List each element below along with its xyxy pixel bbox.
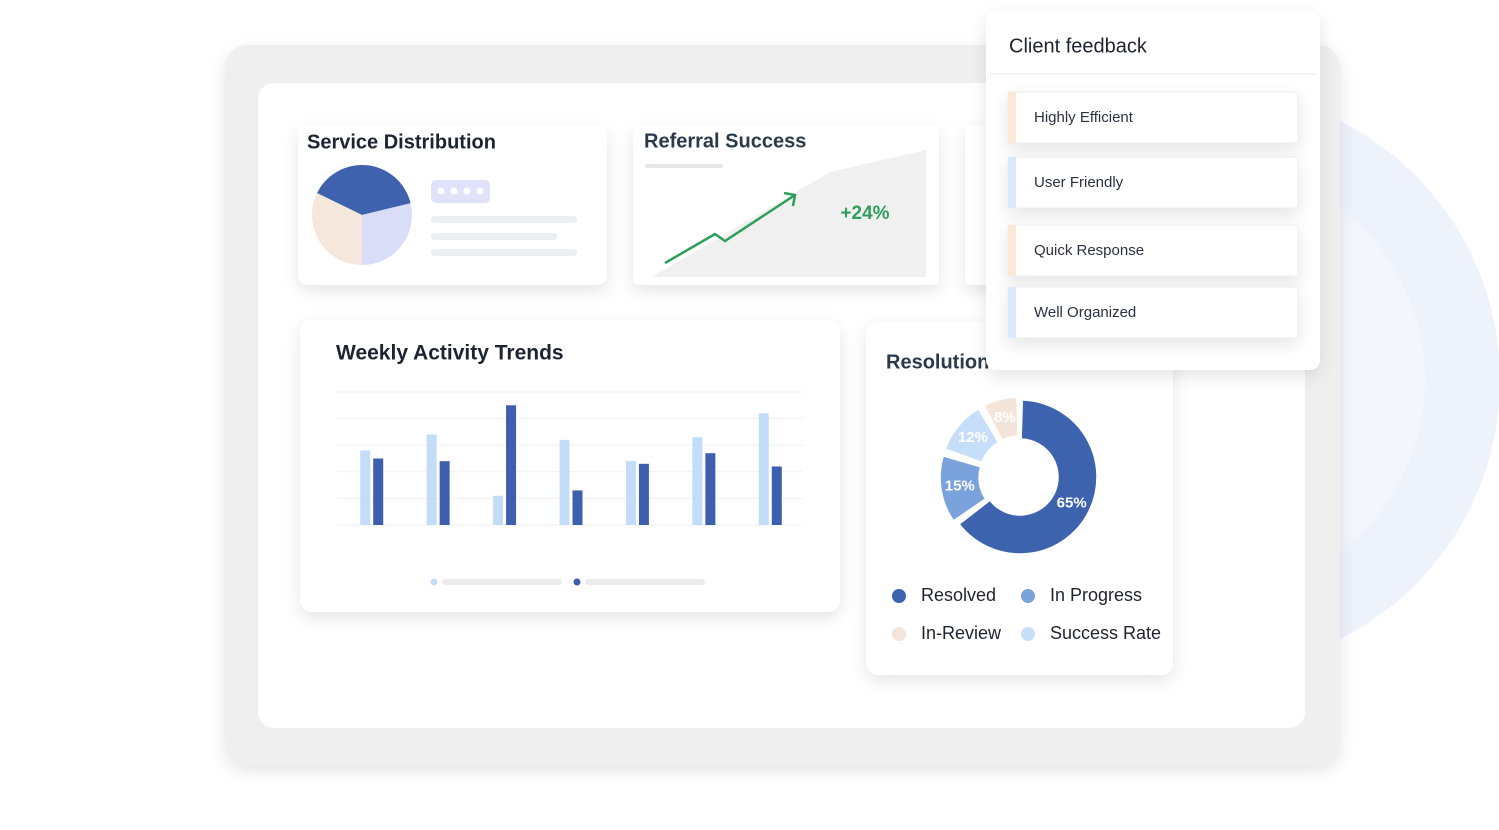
bar (439, 461, 450, 525)
bar (625, 461, 636, 525)
bar (771, 466, 782, 525)
bar (572, 490, 583, 525)
line (664, 193, 796, 265)
slider-dot (573, 578, 581, 586)
bar (692, 437, 703, 525)
legend-label: In-Review (921, 623, 1002, 643)
card (866, 322, 1173, 675)
donut-slice (939, 454, 987, 522)
placeholder-line (431, 216, 577, 223)
bar (493, 495, 504, 525)
chart-title: Service Distribution (307, 131, 496, 153)
feedback-label: Quick Response (1034, 242, 1144, 259)
area-decor (652, 150, 926, 277)
dot (450, 187, 458, 195)
slider-dot (430, 578, 438, 586)
data-label: 12% (958, 429, 988, 446)
feedback-label: Well Organized (1034, 304, 1136, 321)
bar (638, 463, 649, 525)
legend-marker (1021, 589, 1035, 603)
feedback-label: User Friendly (1034, 174, 1124, 191)
slider-track (442, 579, 562, 585)
placeholder-chip (431, 180, 490, 203)
legend-label: In Progress (1050, 585, 1142, 605)
dot (437, 187, 445, 195)
legend-marker (892, 627, 906, 641)
slider-track (585, 579, 705, 585)
feedback-accent (1008, 157, 1016, 208)
legend-marker (892, 589, 906, 603)
bar (360, 450, 371, 525)
chart-title: Weekly Activity Trends (336, 342, 564, 365)
donut-slice (944, 407, 1000, 464)
placeholder-line (431, 249, 577, 256)
pie-slice (311, 193, 362, 265)
pie-slice (317, 165, 411, 215)
chart-title: Referral Success (644, 130, 806, 152)
pie-slice (361, 203, 412, 265)
feedback-accent (1008, 287, 1016, 338)
placeholder-line (645, 164, 723, 168)
card-title: Client feedback (1009, 35, 1148, 57)
dot (476, 187, 484, 195)
donut-slice (983, 396, 1019, 442)
chart-title: Resolution (886, 351, 989, 373)
feedback-accent (1008, 92, 1016, 143)
bar (426, 434, 437, 525)
legend-marker (1021, 627, 1035, 641)
feedback-label: Highly Efficient (1034, 109, 1134, 126)
placeholder-line (431, 233, 557, 240)
feedback-accent (1008, 225, 1016, 276)
arrow-head (783, 191, 797, 207)
annotation: +24% (840, 203, 889, 224)
bar (559, 439, 570, 525)
data-label: 65% (1057, 494, 1087, 511)
card (300, 320, 840, 612)
data-label: 15% (945, 478, 975, 495)
bar (506, 405, 517, 525)
bar (758, 413, 769, 525)
bar (705, 453, 716, 525)
donut-slice (958, 399, 1098, 555)
charts: +24% 65% 15% 12% 8% Resolved In Progress Succes… (311, 165, 1161, 643)
data-label: 8% (994, 409, 1016, 426)
client-feedback: Client feedback Highly Efficient User Fri… (986, 11, 1320, 370)
legend-label: Resolved (921, 585, 996, 605)
dot (463, 187, 471, 195)
bar (373, 458, 384, 525)
legend-label: Success Rate (1050, 623, 1161, 643)
